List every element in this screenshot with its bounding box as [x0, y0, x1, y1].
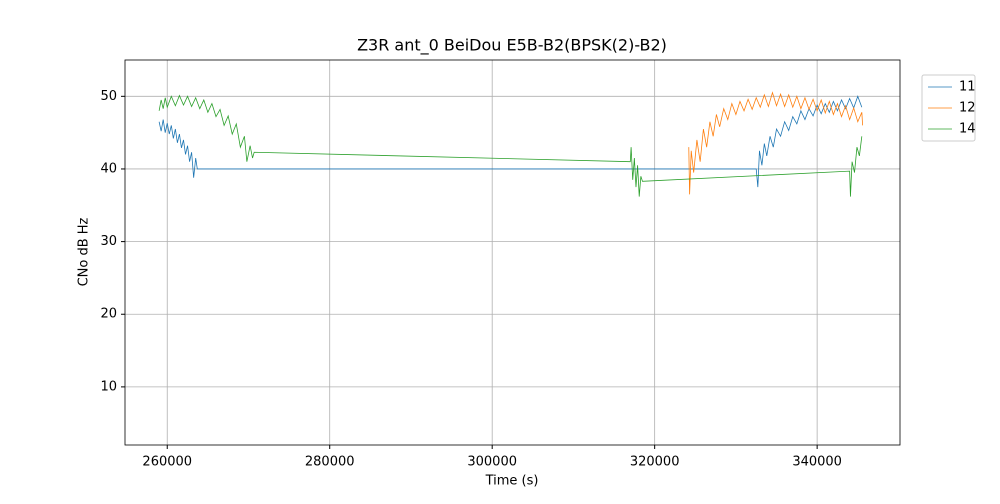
legend-label: 11: [959, 80, 976, 95]
y-tick-label: 40: [100, 161, 117, 176]
x-tick-label: 320000: [630, 455, 680, 470]
line-series: [158, 95, 863, 188]
legend-label: 12: [959, 101, 976, 116]
y-tick-label: 50: [100, 89, 117, 104]
y-tick-label: 10: [100, 379, 117, 394]
y-tick-label: 20: [100, 307, 117, 322]
y-tick-label: 30: [100, 234, 117, 249]
x-tick-label: 260000: [142, 455, 192, 470]
y-axis-label: CNo dB Hz: [77, 217, 92, 286]
x-axis-label: Time (s): [485, 474, 539, 489]
legend-label: 14: [959, 122, 976, 137]
x-tick-label: 340000: [792, 455, 842, 470]
x-tick-label: 300000: [467, 455, 517, 470]
plot-frame: [124, 59, 901, 446]
line-series: [688, 91, 864, 195]
chart-title: Z3R ant_0 BeiDou E5B-B2(BPSK(2)-B2): [357, 36, 667, 56]
line-series: [158, 94, 863, 197]
x-tick-label: 280000: [305, 455, 355, 470]
